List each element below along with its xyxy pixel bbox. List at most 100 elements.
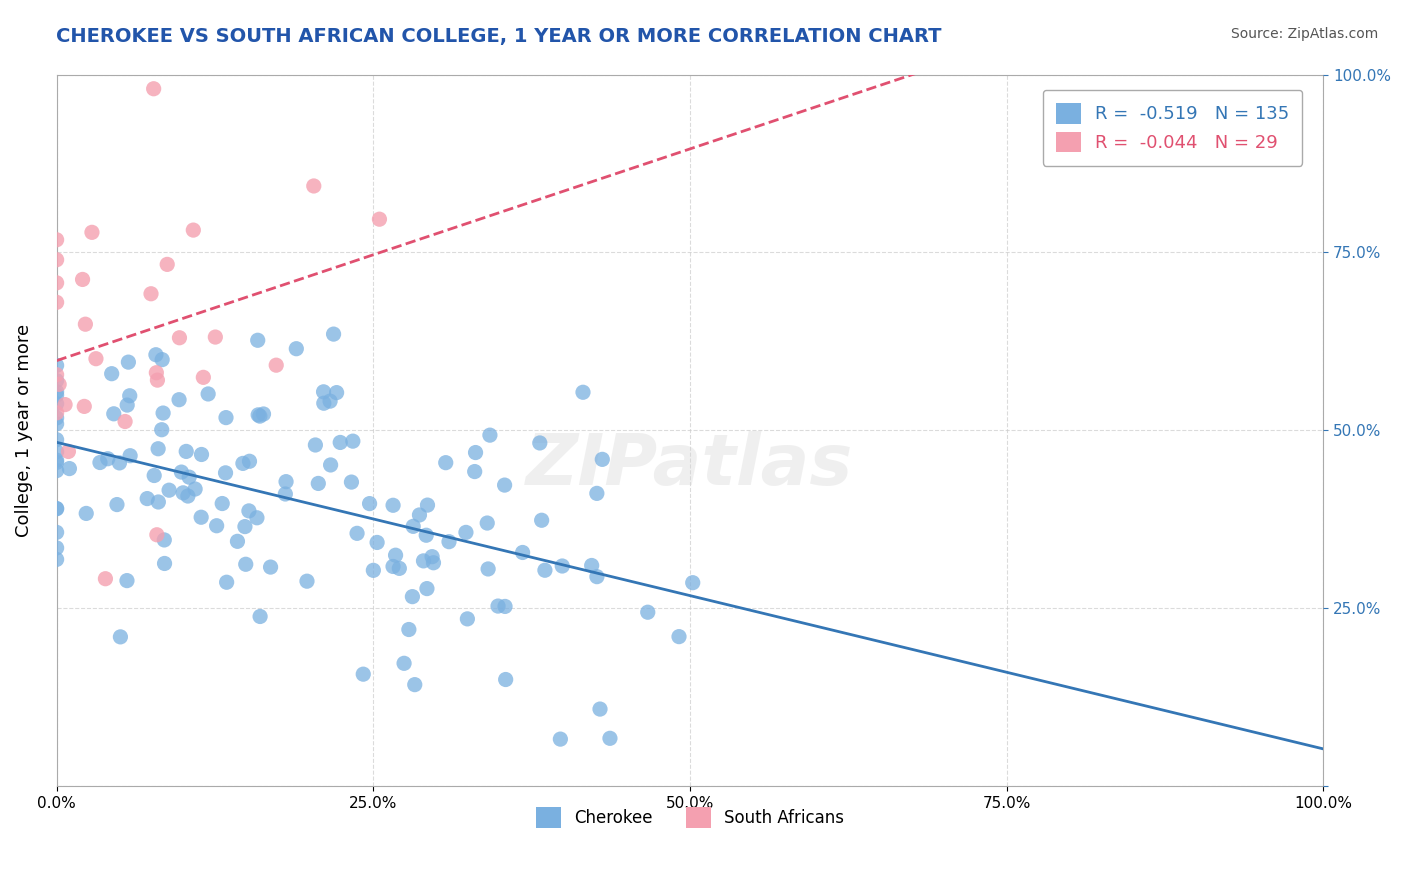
Point xyxy=(45,433,67,447)
Point xyxy=(363,563,385,577)
Point xyxy=(146,528,169,542)
Point xyxy=(45,374,67,388)
Point xyxy=(530,513,553,527)
Point xyxy=(190,448,212,462)
Point xyxy=(169,331,191,345)
Point xyxy=(94,572,117,586)
Point xyxy=(247,408,270,422)
Point xyxy=(495,673,517,687)
Point xyxy=(342,434,364,449)
Point xyxy=(392,657,415,671)
Point xyxy=(145,348,167,362)
Point xyxy=(232,457,254,471)
Point xyxy=(150,352,173,367)
Point xyxy=(529,436,551,450)
Point xyxy=(153,533,176,547)
Point xyxy=(184,482,207,496)
Point xyxy=(146,373,169,387)
Point xyxy=(153,557,176,571)
Point xyxy=(312,396,335,410)
Point xyxy=(246,333,269,347)
Point xyxy=(120,449,142,463)
Point xyxy=(572,385,595,400)
Point xyxy=(145,366,167,380)
Point xyxy=(322,327,344,342)
Point xyxy=(249,409,271,424)
Text: CHEROKEE VS SOUTH AFRICAN COLLEGE, 1 YEAR OR MORE CORRELATION CHART: CHEROKEE VS SOUTH AFRICAN COLLEGE, 1 YEA… xyxy=(56,27,942,45)
Point xyxy=(551,559,574,574)
Point xyxy=(143,468,166,483)
Point xyxy=(45,406,67,420)
Point xyxy=(494,599,516,614)
Point xyxy=(45,295,67,310)
Point xyxy=(494,478,516,492)
Point xyxy=(274,487,297,501)
Point xyxy=(45,388,67,402)
Point xyxy=(75,507,97,521)
Point xyxy=(108,456,131,470)
Point xyxy=(89,456,111,470)
Point xyxy=(416,582,439,596)
Point xyxy=(215,410,238,425)
Point xyxy=(416,498,439,512)
Point xyxy=(264,358,287,372)
Point xyxy=(197,387,219,401)
Point xyxy=(437,534,460,549)
Point xyxy=(190,510,212,524)
Point xyxy=(110,630,132,644)
Point xyxy=(45,525,67,540)
Point xyxy=(58,461,80,475)
Point xyxy=(637,605,659,619)
Point xyxy=(45,455,67,469)
Point xyxy=(115,398,138,412)
Point xyxy=(150,423,173,437)
Point xyxy=(454,525,477,540)
Point xyxy=(368,212,391,227)
Point xyxy=(534,563,557,577)
Point xyxy=(274,475,297,489)
Point xyxy=(456,612,478,626)
Point xyxy=(388,561,411,575)
Point xyxy=(252,407,274,421)
Point xyxy=(58,444,80,458)
Point xyxy=(45,397,67,411)
Point xyxy=(329,435,352,450)
Point xyxy=(211,497,233,511)
Point xyxy=(45,368,67,382)
Point xyxy=(177,489,200,503)
Point xyxy=(668,630,690,644)
Point xyxy=(340,475,363,489)
Point xyxy=(45,417,67,431)
Point xyxy=(401,590,423,604)
Point xyxy=(382,498,405,512)
Point xyxy=(172,486,194,500)
Point xyxy=(73,400,96,414)
Point xyxy=(45,464,67,478)
Point xyxy=(103,407,125,421)
Point xyxy=(422,556,444,570)
Point xyxy=(302,178,325,193)
Point xyxy=(589,702,612,716)
Point xyxy=(477,516,499,530)
Text: Source: ZipAtlas.com: Source: ZipAtlas.com xyxy=(1230,27,1378,41)
Point xyxy=(412,554,434,568)
Point xyxy=(146,442,169,456)
Point xyxy=(48,377,70,392)
Point xyxy=(45,252,67,267)
Point xyxy=(246,510,269,524)
Point xyxy=(226,534,249,549)
Point xyxy=(179,470,201,484)
Point xyxy=(512,545,534,559)
Point xyxy=(214,466,236,480)
Point xyxy=(115,574,138,588)
Point xyxy=(238,454,260,468)
Legend: Cherokee, South Africans: Cherokee, South Africans xyxy=(529,801,851,834)
Point xyxy=(238,504,260,518)
Point xyxy=(139,286,162,301)
Point xyxy=(682,575,704,590)
Point xyxy=(285,342,308,356)
Point xyxy=(45,384,67,399)
Point xyxy=(307,476,329,491)
Point xyxy=(97,451,120,466)
Point xyxy=(404,678,426,692)
